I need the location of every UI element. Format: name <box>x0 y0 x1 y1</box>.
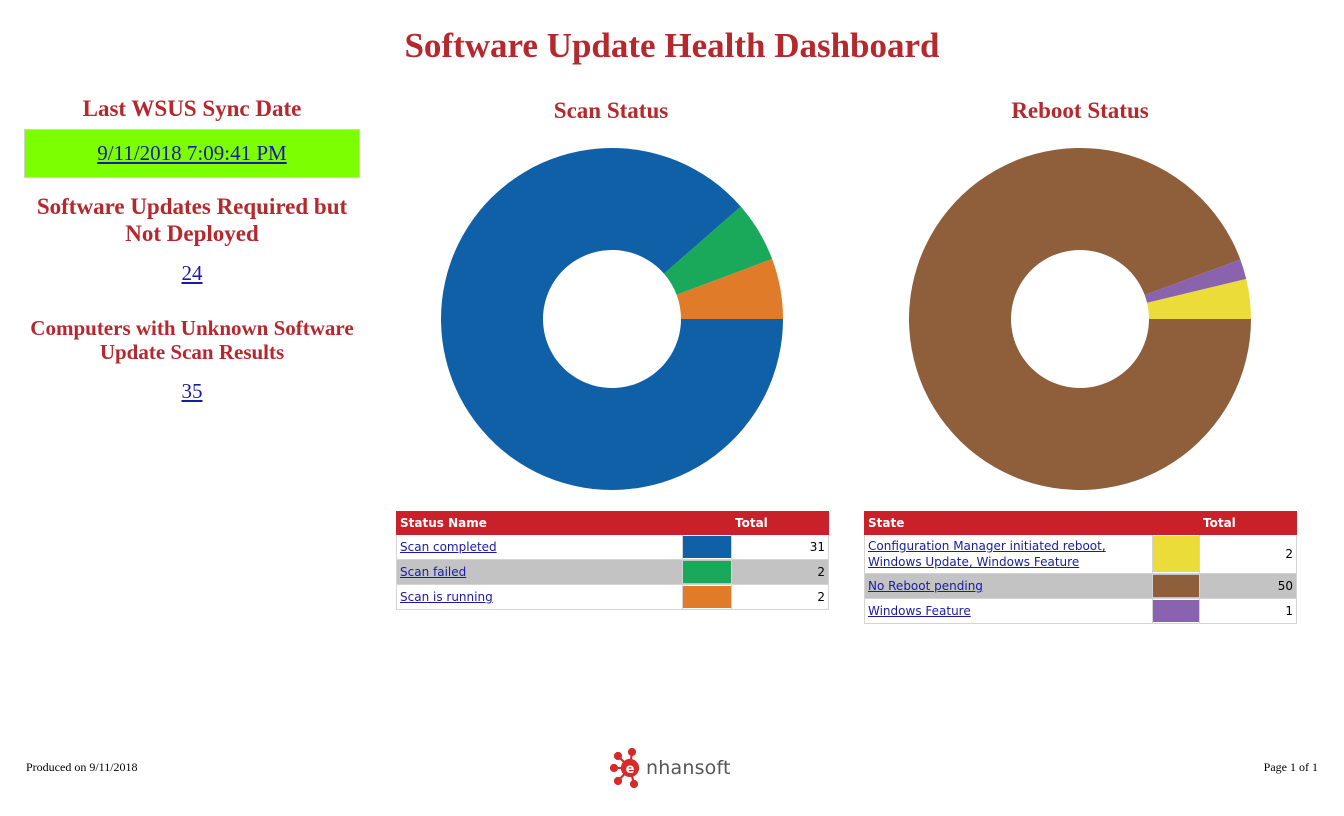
unknown-scan-link[interactable]: 35 <box>181 378 203 403</box>
reboot-header-state: State <box>864 511 1200 535</box>
scan-status-title: Scan Status <box>553 98 669 123</box>
reboot-row-name-link[interactable]: Windows Feature <box>868 604 971 618</box>
reboot-status-table: State Total Configuration Manager initia… <box>864 511 1297 624</box>
scan-status-table: Status Name Total Scan completed 31 Scan… <box>396 511 829 610</box>
scan-header-total: Total <box>731 511 829 535</box>
required-updates-title: Software Updates Required but Not Deploy… <box>36 194 348 246</box>
reboot-swatch <box>1153 600 1199 622</box>
reboot-status-donut <box>909 147 1251 490</box>
scan-row-name-link[interactable]: Scan is running <box>400 590 493 604</box>
unknown-scan-title: Computers with Unknown Software Update S… <box>30 316 354 365</box>
reboot-slice-windows-feature <box>1144 259 1247 303</box>
svg-text:e: e <box>626 762 635 777</box>
table-row: No Reboot pending 50 <box>864 573 1297 599</box>
reboot-slice-no-reboot-pending <box>909 147 1251 490</box>
left-summary-panel: Last WSUS Sync Date 9/11/2018 7:09:41 PM… <box>24 96 360 404</box>
required-updates-link[interactable]: 24 <box>181 261 203 286</box>
scan-row-name-link[interactable]: Scan completed <box>400 540 497 554</box>
scan-slice-scan-is-running <box>676 258 783 319</box>
page-title: Software Update Health Dashboard <box>404 26 940 65</box>
table-row: Scan is running 2 <box>396 584 829 610</box>
scan-row-total: 2 <box>731 559 829 585</box>
reboot-swatch <box>1153 575 1199 597</box>
reboot-row-total: 1 <box>1199 598 1297 624</box>
page-number: Page 1 of 1 <box>1263 760 1318 774</box>
reboot-header-total: Total <box>1199 511 1297 535</box>
scan-row-total: 2 <box>731 584 829 610</box>
reboot-slice-configuration-manager-initiated-reboot-windows-update-windows-feature <box>1147 278 1251 319</box>
scan-status-donut <box>441 148 783 490</box>
reboot-swatch <box>1153 536 1199 572</box>
scan-swatch <box>683 536 731 558</box>
scan-slice-scan-failed <box>663 206 773 295</box>
scan-row-total: 31 <box>731 534 829 560</box>
produced-date: Produced on 9/11/2018 <box>26 760 138 774</box>
sync-date-box: 9/11/2018 7:09:41 PM <box>24 129 360 179</box>
table-row: Scan failed 2 <box>396 559 829 585</box>
reboot-row-name-link[interactable]: No Reboot pending <box>868 579 983 593</box>
enhansoft-logo-text: nhansoft <box>646 757 731 779</box>
scan-swatch <box>683 586 731 608</box>
reboot-status-title: Reboot Status <box>1011 98 1149 123</box>
enhansoft-logo: e nhansoft <box>610 748 731 788</box>
table-row: Windows Feature 1 <box>864 598 1297 624</box>
sync-date-link[interactable]: 9/11/2018 7:09:41 PM <box>97 141 287 166</box>
reboot-row-total: 2 <box>1199 534 1297 574</box>
enhansoft-logo-icon: e <box>610 748 640 788</box>
scan-row-name-link[interactable]: Scan failed <box>400 565 467 579</box>
table-row: Scan completed 31 <box>396 534 829 560</box>
scan-header-name: Status Name <box>396 511 732 535</box>
scan-swatch <box>683 561 731 583</box>
sync-date-title: Last WSUS Sync Date <box>82 96 302 121</box>
scan-slice-scan-completed <box>441 148 783 490</box>
reboot-row-total: 50 <box>1199 573 1297 599</box>
reboot-row-name-link[interactable]: Configuration Manager initiated reboot, … <box>868 539 1106 569</box>
table-row: Configuration Manager initiated reboot, … <box>864 534 1297 574</box>
